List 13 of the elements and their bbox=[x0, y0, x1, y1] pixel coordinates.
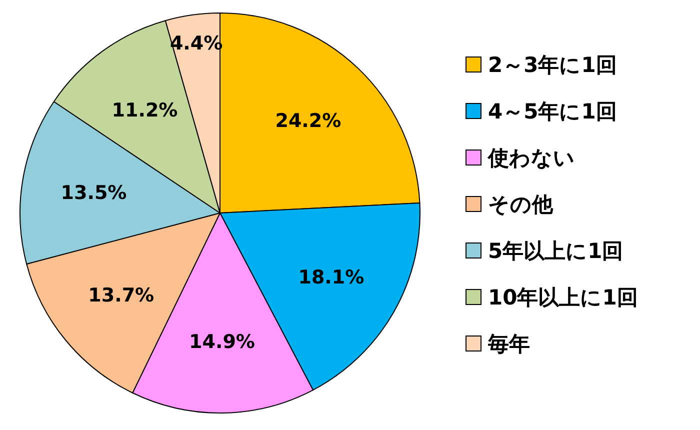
data-label: 18.1% bbox=[298, 266, 364, 288]
data-label: 11.2% bbox=[112, 99, 178, 122]
legend-label: 4～5年に1回 bbox=[488, 100, 617, 124]
legend-label: 毎年 bbox=[487, 332, 530, 356]
legend-label: 使わない bbox=[487, 146, 575, 170]
legend-label: 10年以上に1回 bbox=[488, 286, 638, 310]
data-label: 14.9% bbox=[189, 330, 255, 353]
data-label: 13.5% bbox=[60, 182, 127, 204]
legend-label: 2～3年に1回 bbox=[488, 53, 617, 77]
legend-label: その他 bbox=[488, 192, 554, 216]
data-label: 24.2% bbox=[275, 110, 342, 132]
legend-label: 5年以上に1回 bbox=[488, 239, 624, 263]
data-label: 13.7% bbox=[88, 284, 154, 306]
